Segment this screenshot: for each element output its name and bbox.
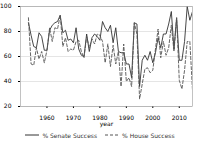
svg-text:1980: 1980 <box>92 113 108 121</box>
svg-text:2000: 2000 <box>145 114 160 121</box>
svg-text:60: 60 <box>4 52 12 59</box>
svg-text:year: year <box>100 120 114 128</box>
svg-text:1970: 1970 <box>66 114 81 121</box>
html-text:% House Success: % House Success <box>122 131 175 139</box>
html-text:% Senate Success: % Senate Success <box>42 131 98 139</box>
svg-text:1990: 1990 <box>119 114 134 121</box>
svg-text:40: 40 <box>4 77 12 84</box>
svg-text:2010: 2010 <box>172 114 187 121</box>
svg-text:100: 100 <box>0 2 12 9</box>
svg-text:20: 20 <box>4 102 12 109</box>
svg-text:80: 80 <box>4 27 12 34</box>
svg-text:1960: 1960 <box>39 114 54 121</box>
